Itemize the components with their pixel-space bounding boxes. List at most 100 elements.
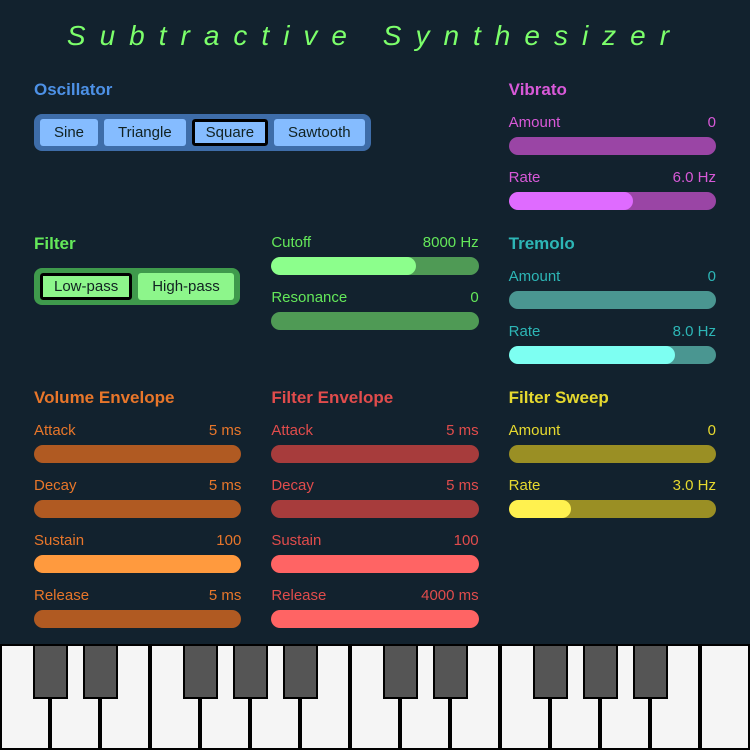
controls-grid: Oscillator SineTriangleSquareSawtooth Vi… [0,70,750,642]
slider-rate[interactable] [509,192,716,210]
param-release: Release 5 ms [34,587,241,628]
param-label: Decay [34,477,77,494]
filter-option-low-pass[interactable]: Low-pass [40,273,132,300]
slider-amount[interactable] [509,445,716,463]
param-label: Resonance [271,289,347,306]
param-value: 0 [708,114,716,131]
param-amount: Amount 0 [509,114,716,155]
osc-option-square[interactable]: Square [192,119,268,146]
volume-envelope-section: Volume Envelope Attack 5 ms Decay 5 ms Sustai… [34,378,241,642]
slider-decay[interactable] [271,500,478,518]
filter-option-high-pass[interactable]: High-pass [138,273,234,300]
vibrato-section: Vibrato Amount 0 Rate 6.0 Hz [509,70,716,224]
param-label: Attack [271,422,313,439]
oscillator-selector[interactable]: SineTriangleSquareSawtooth [34,114,371,151]
param-label: Amount [509,422,561,439]
param-rate: Rate 3.0 Hz [509,477,716,518]
param-label: Release [34,587,89,604]
param-release: Release 4000 ms [271,587,478,628]
osc-option-triangle[interactable]: Triangle [104,119,186,146]
param-label: Sustain [271,532,321,549]
app-title: Subtractive Synthesizer [0,0,750,70]
volume-envelope-heading: Volume Envelope [34,388,241,408]
param-value: 3.0 Hz [673,477,716,494]
param-sustain: Sustain 100 [271,532,478,573]
param-value: 5 ms [209,587,242,604]
osc-option-sine[interactable]: Sine [40,119,98,146]
param-value: 8000 Hz [423,234,479,251]
slider-cutoff[interactable] [271,257,478,275]
param-amount: Amount 0 [509,268,716,309]
param-label: Amount [509,268,561,285]
vibrato-heading: Vibrato [509,80,716,100]
param-label: Cutoff [271,234,311,251]
filter-sweep-heading: Filter Sweep [509,388,716,408]
param-value: 5 ms [446,422,479,439]
param-value: 0 [470,289,478,306]
param-label: Rate [509,477,541,494]
param-attack: Attack 5 ms [271,422,478,463]
slider-sustain[interactable] [34,555,241,573]
oscillator-heading: Oscillator [34,80,479,100]
osc-option-sawtooth[interactable]: Sawtooth [274,119,365,146]
black-key[interactable] [433,644,468,699]
filter-envelope-heading: Filter Envelope [271,388,478,408]
filter-sweep-section: Filter Sweep Amount 0 Rate 3.0 Hz [509,378,716,642]
slider-rate[interactable] [509,500,716,518]
param-label: Release [271,587,326,604]
filter-params: Cutoff 8000 Hz Resonance 0 [271,224,478,378]
slider-amount[interactable] [509,291,716,309]
tremolo-section: Tremolo Amount 0 Rate 8.0 Hz [509,224,716,378]
param-value: 5 ms [209,477,242,494]
param-value: 5 ms [209,422,242,439]
black-key[interactable] [383,644,418,699]
param-label: Decay [271,477,314,494]
param-value: 0 [708,268,716,285]
param-value: 4000 ms [421,587,479,604]
filter-section: Filter Low-passHigh-pass [34,224,241,378]
param-value: 100 [216,532,241,549]
param-label: Attack [34,422,76,439]
piano-keyboard[interactable] [0,644,750,750]
slider-release[interactable] [34,610,241,628]
param-label: Amount [509,114,561,131]
param-label: Rate [509,323,541,340]
white-key[interactable] [700,644,750,750]
param-rate: Rate 6.0 Hz [509,169,716,210]
param-rate: Rate 8.0 Hz [509,323,716,364]
tremolo-heading: Tremolo [509,234,716,254]
black-key[interactable] [233,644,268,699]
black-key[interactable] [83,644,118,699]
slider-rate[interactable] [509,346,716,364]
oscillator-section: Oscillator SineTriangleSquareSawtooth [34,70,479,224]
black-key[interactable] [283,644,318,699]
param-value: 0 [708,422,716,439]
slider-resonance[interactable] [271,312,478,330]
param-resonance: Resonance 0 [271,289,478,330]
param-label: Sustain [34,532,84,549]
black-key[interactable] [533,644,568,699]
slider-attack[interactable] [34,445,241,463]
black-key[interactable] [183,644,218,699]
param-value: 100 [454,532,479,549]
param-attack: Attack 5 ms [34,422,241,463]
filter-heading: Filter [34,234,241,254]
param-amount: Amount 0 [509,422,716,463]
param-sustain: Sustain 100 [34,532,241,573]
slider-amount[interactable] [509,137,716,155]
param-decay: Decay 5 ms [271,477,478,518]
param-value: 5 ms [446,477,479,494]
param-value: 8.0 Hz [673,323,716,340]
slider-attack[interactable] [271,445,478,463]
slider-decay[interactable] [34,500,241,518]
filter-selector[interactable]: Low-passHigh-pass [34,268,240,305]
param-label: Rate [509,169,541,186]
param-value: 6.0 Hz [673,169,716,186]
black-key[interactable] [583,644,618,699]
slider-sustain[interactable] [271,555,478,573]
black-key[interactable] [33,644,68,699]
param-cutoff: Cutoff 8000 Hz [271,234,478,275]
filter-envelope-section: Filter Envelope Attack 5 ms Decay 5 ms Sustai… [271,378,478,642]
slider-release[interactable] [271,610,478,628]
black-key[interactable] [633,644,668,699]
